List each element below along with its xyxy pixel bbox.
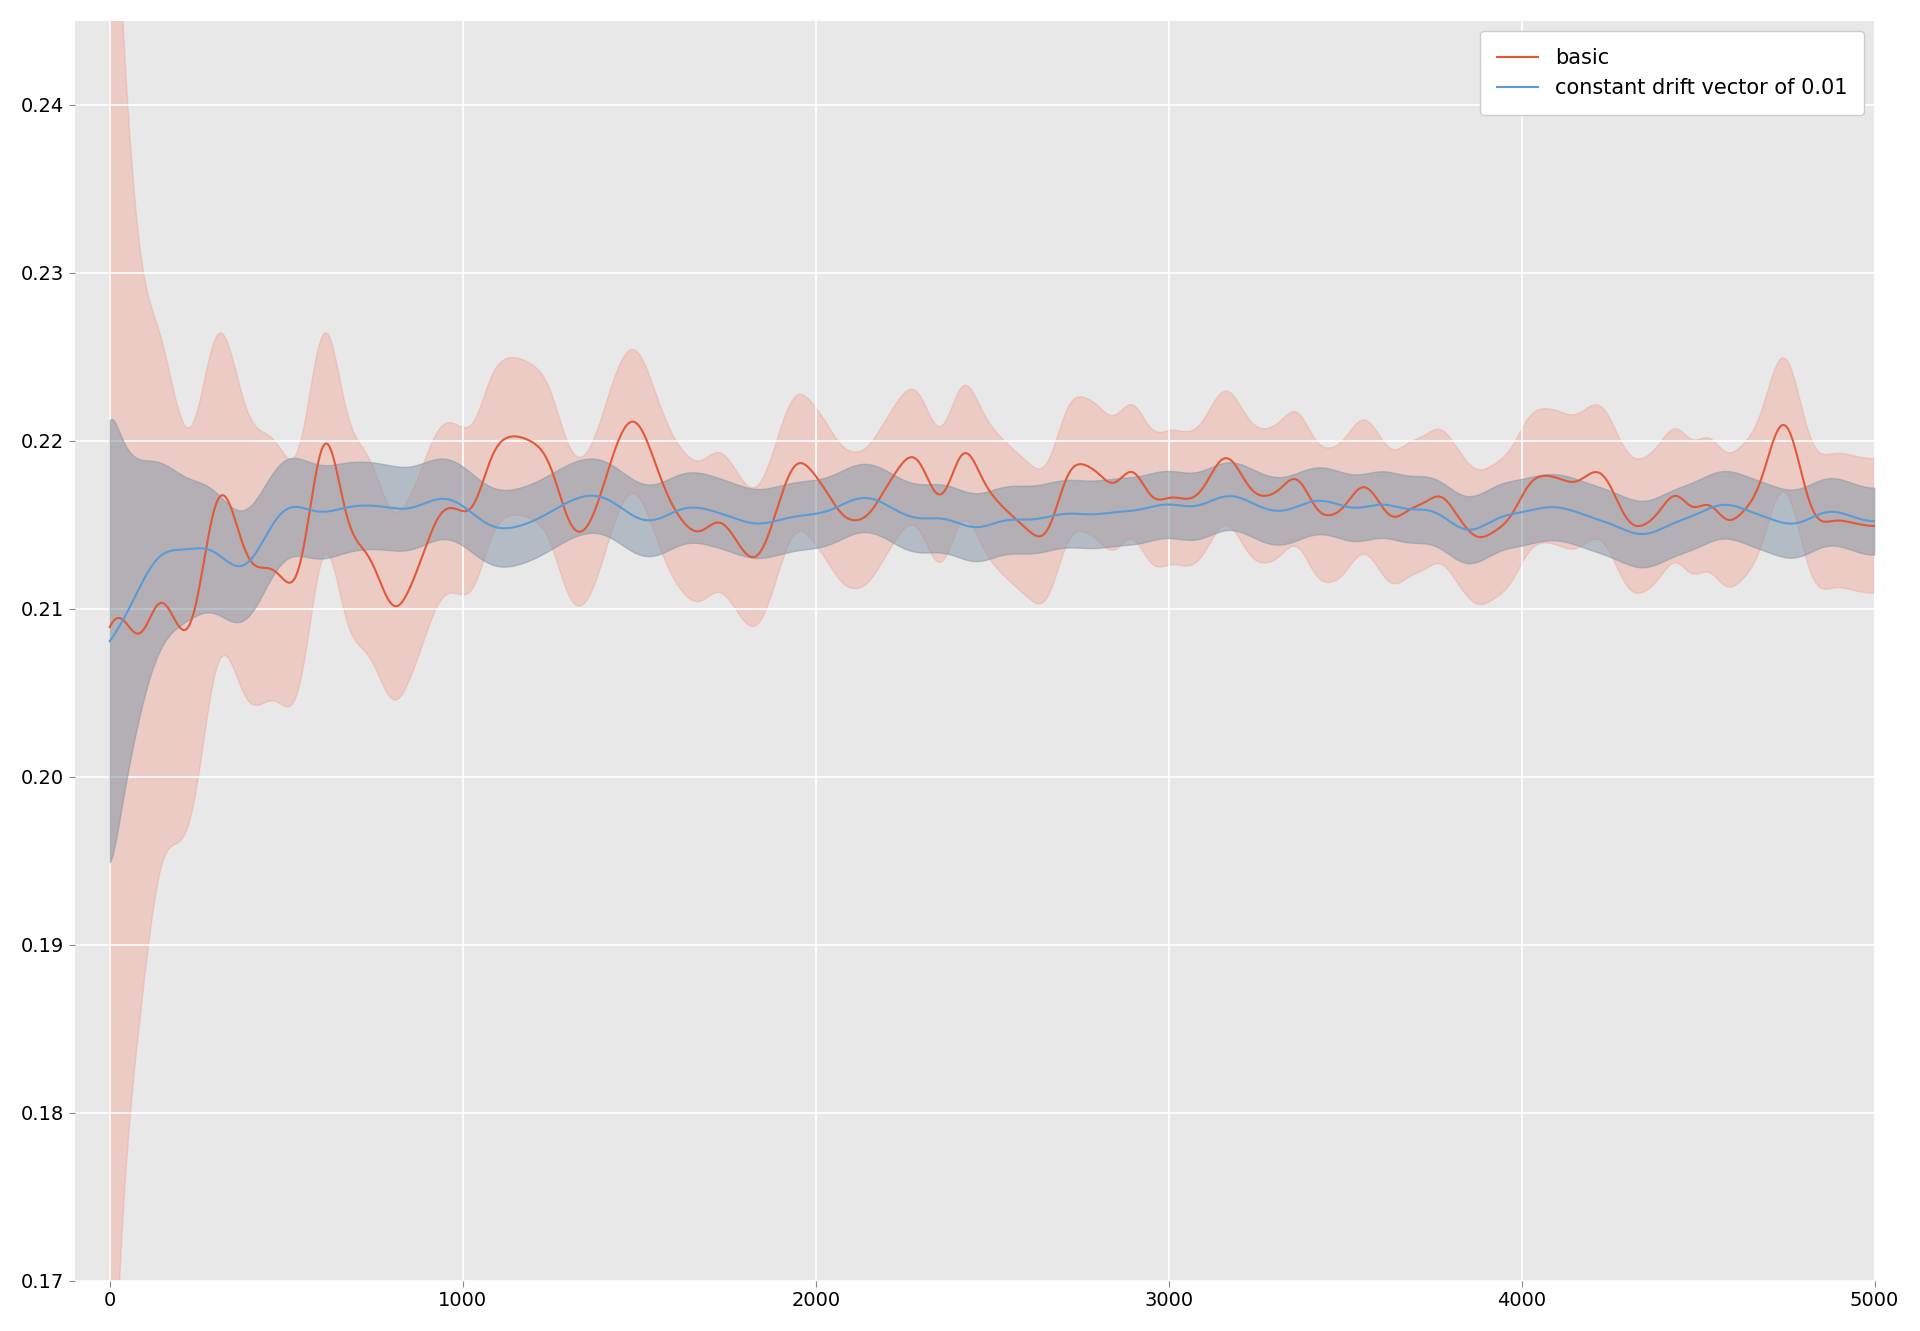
Line: basic: basic (109, 422, 1874, 634)
basic (1158, 490, 1181, 506)
constant drift vector of 0.01 (1549, 500, 1572, 516)
basic (620, 414, 643, 430)
Legend: basic, constant drift vector of 0.01: basic, constant drift vector of 0.01 (1480, 31, 1864, 114)
constant drift vector of 0.01 (1862, 514, 1885, 530)
basic (98, 619, 121, 635)
basic (1862, 518, 1885, 534)
basic (774, 478, 797, 494)
constant drift vector of 0.01 (419, 494, 442, 510)
basic (1415, 492, 1438, 508)
constant drift vector of 0.01 (1415, 502, 1438, 518)
basic (419, 526, 442, 542)
constant drift vector of 0.01 (98, 634, 121, 650)
constant drift vector of 0.01 (772, 511, 795, 527)
basic (127, 626, 150, 642)
constant drift vector of 0.01 (1246, 498, 1269, 514)
basic (1549, 471, 1572, 487)
constant drift vector of 0.01 (1156, 496, 1179, 512)
constant drift vector of 0.01 (580, 487, 603, 503)
basic (1246, 486, 1269, 502)
Line: constant drift vector of 0.01: constant drift vector of 0.01 (109, 495, 1874, 642)
